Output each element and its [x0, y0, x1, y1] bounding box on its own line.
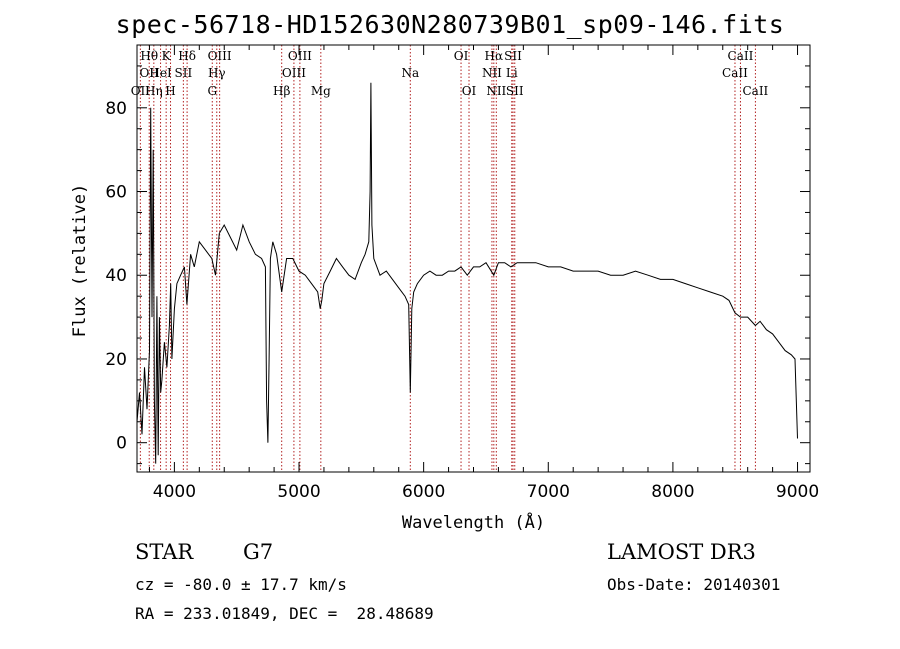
- line-label: G: [207, 84, 217, 98]
- line-label: HeI: [149, 66, 172, 80]
- line-label: CaII: [742, 84, 768, 98]
- line-label: H: [165, 84, 175, 98]
- line-label: CaII: [722, 66, 748, 80]
- spectral-line-labels: OIIHθOIIHηHeIKHSIIHδGHγOIIIHβOIIIOIIIMgN…: [131, 49, 769, 98]
- line-label: NII: [486, 84, 506, 98]
- tick-marks: [137, 44, 810, 472]
- chart-title: spec-56718-HD152630N280739B01_sp09-146.f…: [115, 10, 785, 39]
- object-class: STAR: [135, 540, 194, 564]
- y-tick-label: 40: [105, 266, 127, 286]
- axes: [136, 44, 811, 473]
- line-label: Hγ: [208, 66, 226, 80]
- x-tick-label: 4000: [153, 482, 196, 502]
- line-label: Mg: [311, 84, 331, 98]
- line-label: NII: [482, 66, 502, 80]
- spectrum-line: [136, 82, 798, 464]
- plot-frame: [136, 44, 811, 473]
- line-label: Hη: [145, 84, 163, 98]
- line-label: OII: [131, 84, 151, 98]
- y-tick-label: 80: [105, 99, 127, 119]
- line-label: SII: [506, 84, 524, 98]
- line-label: SII: [175, 66, 193, 80]
- x-tick-label: 7000: [527, 482, 570, 502]
- spectrum-series: [136, 82, 798, 464]
- x-tick-label: 8000: [651, 482, 694, 502]
- observation-date: Obs-Date: 20140301: [607, 575, 781, 594]
- survey-name: LAMOST DR3: [607, 540, 756, 564]
- y-tick-label: 20: [105, 350, 127, 370]
- line-label: OI: [462, 84, 477, 98]
- y-tick-label: 60: [105, 183, 127, 203]
- line-label: CaII: [728, 49, 754, 63]
- redshift-cz: cz = -80.0 ± 17.7 km/s: [135, 575, 347, 594]
- y-axis-label: Flux (relative): [70, 184, 90, 338]
- line-label: Hβ: [273, 84, 290, 98]
- line-label: SII: [504, 49, 522, 63]
- x-tick-label: 9000: [776, 482, 819, 502]
- line-label: OI: [454, 49, 469, 63]
- line-label: Hθ: [140, 49, 158, 63]
- spectral-line-markers: [139, 45, 756, 472]
- x-tick-label: 6000: [402, 482, 445, 502]
- ra-dec-coordinates: RA = 233.01849, DEC = 28.48689: [135, 604, 434, 623]
- object-subclass: G7: [243, 540, 274, 564]
- line-label: OIII: [288, 49, 312, 63]
- line-label: Hδ: [178, 49, 196, 63]
- line-label: K: [162, 49, 172, 63]
- line-label: Li: [506, 66, 518, 80]
- line-label: OII: [140, 66, 160, 80]
- y-tick-label: 0: [116, 434, 127, 454]
- line-label: Hα: [485, 49, 504, 63]
- line-label: OIII: [282, 66, 306, 80]
- line-label: Na: [401, 66, 419, 80]
- line-label: OIII: [208, 49, 232, 63]
- x-tick-label: 5000: [277, 482, 320, 502]
- x-axis-label: Wavelength (Å): [402, 511, 545, 533]
- tick-labels: 4000 5000 6000 7000 8000 9000 0 20 40 60 80: [105, 99, 819, 502]
